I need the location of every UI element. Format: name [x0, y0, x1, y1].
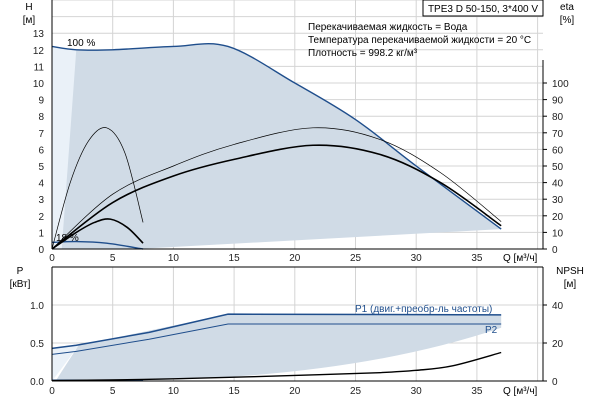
eta-tick-label: 70: [552, 129, 564, 140]
q-tick-label-top: 25: [350, 253, 362, 264]
h-tick-label: 0: [38, 245, 44, 256]
tick-labels: 0 5 10 15 20 25 30 350 5 10 15 20 25 30 35012345678910…: [30, 29, 569, 397]
eta-tick-label: 60: [552, 145, 564, 156]
npsh-tick-label: 20: [552, 339, 564, 350]
q-axis-label: Q [м³/ч]: [503, 253, 538, 264]
p1-label: P1 (двиг.+преобр-ль частоты): [355, 303, 492, 315]
label-100-percent: 100 %: [67, 38, 95, 49]
p2-label: P2: [485, 325, 498, 336]
q-tick-label-top: 10: [168, 253, 180, 264]
q-tick-label-bottom: 35: [471, 386, 483, 397]
npsh-curve: [51, 351, 502, 382]
eta-tick-label: 40: [552, 179, 564, 190]
q-axis-label-bottom: Q [м³/ч]: [503, 386, 538, 397]
max-speed-curve: [51, 42, 502, 230]
operating-area-top: [61, 43, 502, 249]
title-box: [422, 0, 544, 17]
eta-tick-label: 10: [552, 228, 564, 239]
q-tick-label-top: 5: [110, 253, 116, 264]
h-tick-label: 6: [38, 145, 44, 156]
q-tick-label-top: 20: [289, 253, 301, 264]
h-tick-label: 8: [38, 112, 44, 123]
eta-tick-label: 20: [552, 212, 564, 223]
p-tick-label: 1.0: [30, 301, 44, 312]
eta-tick-label: 80: [552, 112, 564, 123]
npsh-tick-label: 0: [552, 377, 558, 388]
eta-tick-label: 50: [552, 162, 564, 173]
q-tick-label-bottom: 25: [350, 386, 362, 397]
p-axis-unit: [кВт]: [10, 279, 31, 290]
h-tick-label: 10: [33, 79, 45, 90]
eta-tick-label: 30: [552, 195, 564, 206]
q-tick-label-top: 35: [471, 253, 483, 264]
p-tick-label: 0.5: [30, 339, 44, 350]
q-tick-label-bottom: 20: [289, 386, 301, 397]
efficiency-curve-max-thick: [51, 144, 502, 250]
p1-curve: [51, 313, 502, 350]
eta-axis-label: eta: [560, 2, 574, 13]
annotation-density: Плотность = 998.2 кг/м³: [308, 48, 418, 59]
operating-area-bottom: [55, 314, 502, 381]
q-tick-label-bottom: 30: [411, 386, 423, 397]
q-tick-label-top: 0: [49, 253, 55, 264]
eta-tick-label: 100: [552, 79, 569, 90]
axes: [51, 0, 547, 382]
eta-tick-label: 90: [552, 96, 564, 107]
q-tick-label-bottom: 15: [229, 386, 241, 397]
h-tick-label: 11: [34, 62, 45, 73]
label-18-percent: 18 %: [56, 233, 79, 244]
h-axis-unit: [м]: [23, 15, 36, 26]
h-tick-label: 1: [38, 228, 44, 239]
h-tick-label: 9: [38, 96, 44, 107]
p-tick-label: 0.0: [30, 377, 44, 388]
efficiency-curve-max-thin: [51, 127, 502, 250]
h-tick-label: 13: [33, 29, 45, 40]
h-tick-label: 5: [38, 162, 44, 173]
npsh-axis-unit: [м]: [564, 279, 577, 290]
h-axis-label: H: [25, 2, 32, 13]
q-tick-label-bottom: 0: [49, 386, 55, 397]
p2-curve: [51, 323, 502, 355]
h-tick-label: 12: [33, 46, 45, 57]
area-light-top: [52, 46, 79, 250]
p-axis-label: P: [17, 266, 24, 277]
h-tick-label: 2: [38, 212, 44, 223]
q-tick-label-bottom: 5: [110, 386, 116, 397]
eta-tick-label: 0: [552, 245, 558, 256]
npsh-tick-label: 40: [552, 301, 564, 312]
h-tick-label: 4: [38, 179, 44, 190]
efficiency-curve-min-thick: [51, 218, 144, 250]
curves: [51, 42, 502, 382]
annotation-fluid: Перекачиваемая жидкость = Вода: [308, 22, 468, 33]
chart-title: TPE3 D 50-150, 3*400 V: [428, 4, 538, 15]
annotation-temperature: Температура перекачиваемой жидкости = 20…: [308, 35, 531, 46]
q-tick-label-top: 15: [229, 253, 241, 264]
h-tick-label: 3: [38, 195, 44, 206]
h-tick-label: 7: [38, 129, 44, 140]
q-tick-label-bottom: 10: [168, 386, 180, 397]
eta-axis-unit: [%]: [560, 15, 575, 26]
operating-areas: [52, 43, 502, 381]
area-light-bottom: [52, 345, 79, 381]
npsh-axis-label: NPSH: [556, 266, 584, 277]
q-tick-label-top: 30: [411, 253, 423, 264]
efficiency-curve-min-thin: [51, 127, 144, 250]
